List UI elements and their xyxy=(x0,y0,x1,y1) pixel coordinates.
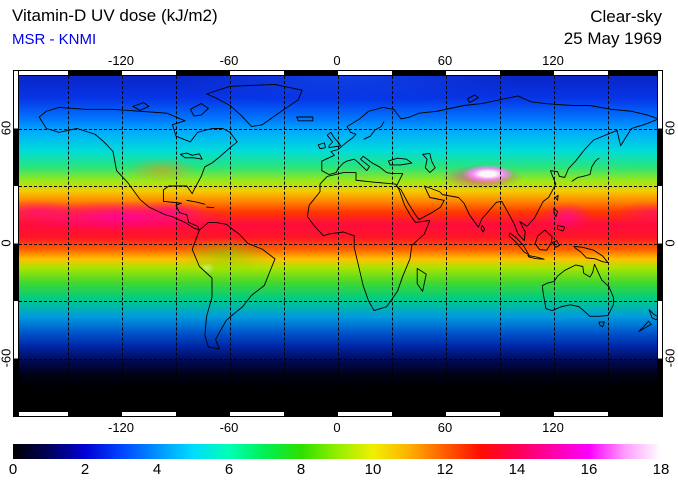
world-map xyxy=(13,70,663,417)
lat-tick-label-right: 60 xyxy=(662,120,678,135)
coastlines xyxy=(14,71,662,416)
lon-tick-label-top: -120 xyxy=(107,53,135,68)
lon-tick-label-top: 60 xyxy=(437,53,453,68)
sky-condition-label: Clear-sky xyxy=(590,7,662,26)
latitude-gridline xyxy=(14,243,662,245)
latitude-gridline xyxy=(14,186,662,187)
lon-tick-label-bottom: 60 xyxy=(437,420,453,435)
colorbar xyxy=(13,444,661,459)
colorbar-tick-label: 12 xyxy=(436,461,454,478)
map-frame-left xyxy=(14,71,19,416)
date-label: 25 May 1969 xyxy=(563,29,662,48)
dataset-source-label: MSR - KNMI xyxy=(12,31,97,48)
lon-tick-label-top: 120 xyxy=(542,53,564,68)
latitude-gridline xyxy=(14,301,662,302)
lat-tick-label-right: -60 xyxy=(662,348,678,367)
lon-tick-label-bottom: 0 xyxy=(333,420,341,435)
lat-tick-label-left: 0 xyxy=(0,238,14,247)
lon-tick-label-top: -60 xyxy=(219,53,239,68)
map-frame-bottom xyxy=(14,411,662,416)
map-frame-top xyxy=(14,71,662,76)
colorbar-tick-label: 6 xyxy=(224,461,234,478)
colorbar-tick-label: 0 xyxy=(8,461,18,478)
lat-tick-label-left: 60 xyxy=(0,120,14,135)
lat-tick-label-left: -60 xyxy=(0,348,14,367)
latitude-gridline xyxy=(14,358,662,360)
page-title: Vitamin-D UV dose (kJ/m2) xyxy=(12,6,218,25)
colorbar-tick-label: 8 xyxy=(296,461,306,478)
condition-date-block: Clear-sky 25 May 1969 xyxy=(564,6,662,50)
colorbar-tick-label: 2 xyxy=(80,461,90,478)
lon-tick-label-bottom: 120 xyxy=(542,420,564,435)
colorbar-tick-label: 10 xyxy=(364,461,382,478)
latitude-gridline xyxy=(14,128,662,130)
colorbar-tick-label: 16 xyxy=(580,461,598,478)
lon-tick-label-top: 0 xyxy=(333,53,341,68)
map-frame-right xyxy=(657,71,662,416)
lat-tick-label-right: 0 xyxy=(662,238,678,247)
colorbar-tick-label: 4 xyxy=(152,461,162,478)
colorbar-tick-label: 18 xyxy=(652,461,670,478)
lon-tick-label-bottom: -60 xyxy=(219,420,239,435)
lon-tick-label-bottom: -120 xyxy=(107,420,135,435)
colorbar-tick-label: 14 xyxy=(508,461,526,478)
